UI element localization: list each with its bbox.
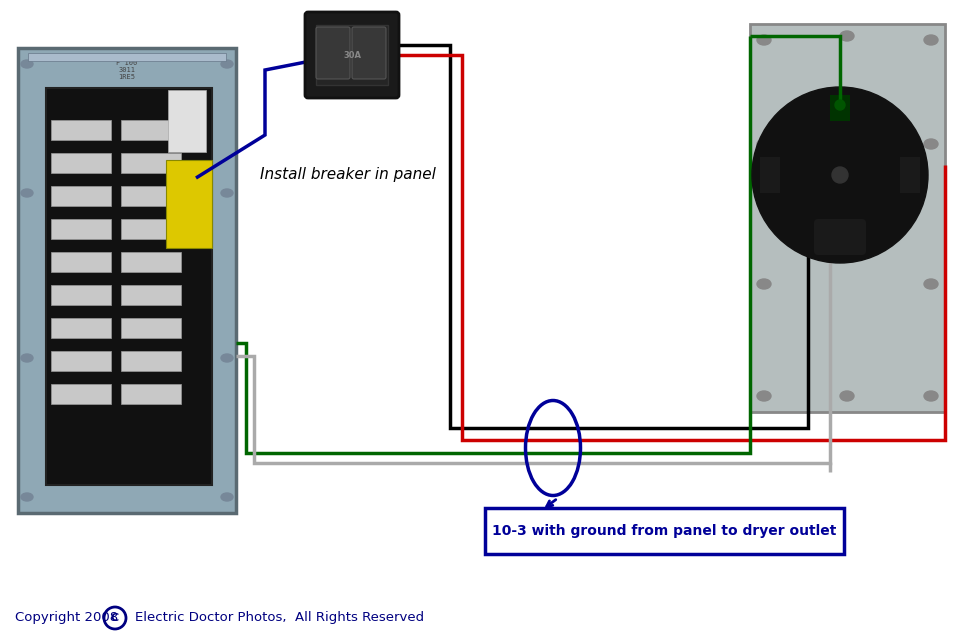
Bar <box>121 120 181 140</box>
Bar <box>51 252 111 272</box>
Bar <box>121 384 181 404</box>
Bar <box>51 285 111 305</box>
Bar <box>168 90 206 152</box>
Text: Install breaker in panel: Install breaker in panel <box>260 168 436 182</box>
Text: C: C <box>111 613 119 623</box>
Bar <box>750 24 945 412</box>
Ellipse shape <box>840 391 854 401</box>
Bar <box>121 351 181 371</box>
Ellipse shape <box>757 139 771 149</box>
Bar <box>121 318 181 338</box>
FancyBboxPatch shape <box>485 508 844 554</box>
Ellipse shape <box>221 189 233 197</box>
Bar <box>28 53 226 61</box>
Ellipse shape <box>21 189 33 197</box>
Bar <box>51 219 111 239</box>
Bar <box>121 252 181 272</box>
Ellipse shape <box>221 60 233 68</box>
Text: F 100
3011
1RE5: F 100 3011 1RE5 <box>116 60 138 80</box>
Bar <box>121 153 181 173</box>
Bar <box>121 219 181 239</box>
Circle shape <box>835 100 845 110</box>
Ellipse shape <box>924 139 938 149</box>
Bar <box>121 285 181 305</box>
Circle shape <box>752 87 928 263</box>
Ellipse shape <box>21 60 33 68</box>
FancyBboxPatch shape <box>305 12 399 98</box>
FancyBboxPatch shape <box>352 27 386 79</box>
Circle shape <box>832 167 848 183</box>
Bar <box>166 160 212 248</box>
Bar <box>316 25 388 85</box>
Text: Copyright 2008: Copyright 2008 <box>15 611 118 625</box>
Bar <box>18 48 236 513</box>
Bar <box>830 95 850 121</box>
Ellipse shape <box>21 354 33 362</box>
Text: Electric Doctor Photos,  All Rights Reserved: Electric Doctor Photos, All Rights Reser… <box>135 611 425 625</box>
Bar <box>51 186 111 206</box>
Ellipse shape <box>221 354 233 362</box>
Bar <box>121 186 181 206</box>
Ellipse shape <box>840 31 854 41</box>
Ellipse shape <box>757 279 771 289</box>
FancyBboxPatch shape <box>814 219 866 255</box>
Bar <box>51 153 111 173</box>
Bar <box>51 351 111 371</box>
Ellipse shape <box>757 391 771 401</box>
Bar <box>900 157 920 193</box>
Ellipse shape <box>924 35 938 45</box>
Text: 30A: 30A <box>343 51 361 60</box>
Text: 10-3 with ground from panel to dryer outlet: 10-3 with ground from panel to dryer out… <box>492 524 836 538</box>
Bar <box>51 120 111 140</box>
Ellipse shape <box>757 35 771 45</box>
Ellipse shape <box>924 391 938 401</box>
Ellipse shape <box>924 279 938 289</box>
Bar <box>760 157 780 193</box>
FancyBboxPatch shape <box>316 27 350 79</box>
Bar <box>46 88 212 485</box>
Bar <box>51 318 111 338</box>
Bar <box>51 384 111 404</box>
Ellipse shape <box>221 493 233 501</box>
Ellipse shape <box>21 493 33 501</box>
